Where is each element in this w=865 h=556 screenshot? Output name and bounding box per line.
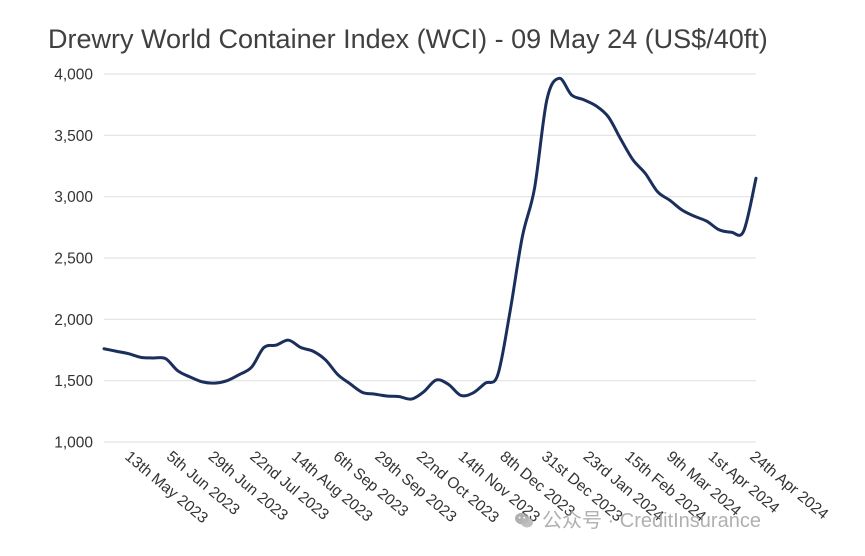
data-point [373,393,376,396]
data-point [607,116,610,119]
data-point [275,344,278,347]
data-point [742,230,745,233]
data-point [484,382,487,385]
data-point [656,190,659,193]
data-point [422,390,425,393]
data-point [115,350,118,353]
data-point [349,382,352,385]
data-point [140,356,143,359]
y-tick-label: 2,500 [54,251,93,268]
data-point [632,158,635,161]
data-point [681,209,684,212]
data-point [164,357,167,360]
data-point [299,346,302,349]
data-point [496,374,499,377]
data-point [238,373,241,376]
data-point [521,236,524,239]
data-point [336,373,339,376]
gridlines [104,73,756,443]
data-point [705,220,708,223]
y-tick-label: 2,000 [54,312,93,329]
data-point [558,77,561,80]
data-point [668,199,671,202]
y-axis-tick-labels: 1,000 1,500 2,000 2,500 3,000 3,500 4,000 [54,67,93,452]
data-point [644,172,647,175]
data-point [263,346,266,349]
y-tick-label: 1,500 [54,373,93,390]
data-point [410,398,413,401]
data-point [398,395,401,398]
data-point [324,358,327,361]
data-point [201,380,204,383]
wechat-icon [515,512,533,528]
series-line [102,76,758,401]
data-point [595,104,598,107]
data-point [361,391,364,394]
series-layer [102,76,758,401]
data-point [103,347,106,350]
data-point [472,392,475,395]
watermark: 公众号 · CreditInsurance [514,504,761,533]
data-point [619,138,622,141]
y-tick-label: 3,500 [54,128,93,145]
data-point [312,350,315,353]
data-point [152,357,155,360]
data-point [127,352,130,355]
data-point [533,187,536,190]
data-point [386,395,389,398]
chart-title: Drewry World Container Index (WCI) - 09 … [48,24,768,54]
data-point [176,369,179,372]
data-point [287,339,290,342]
data-point [189,376,192,379]
data-point [509,311,512,314]
data-point [459,394,462,397]
data-point [570,93,573,96]
watermark-text: 公众号 · CreditInsurance [542,510,761,532]
y-tick-label: 1,000 [54,435,93,452]
data-point [213,382,216,385]
data-point [730,231,733,234]
data-point [226,379,229,382]
y-tick-label: 3,000 [54,189,93,206]
data-point [435,379,438,382]
data-point [755,177,758,180]
data-point [250,366,253,369]
data-point [693,215,696,218]
data-point [545,98,548,101]
data-point [447,383,450,386]
data-point [582,98,585,101]
y-tick-label: 4,000 [54,67,93,84]
data-point [718,228,721,231]
